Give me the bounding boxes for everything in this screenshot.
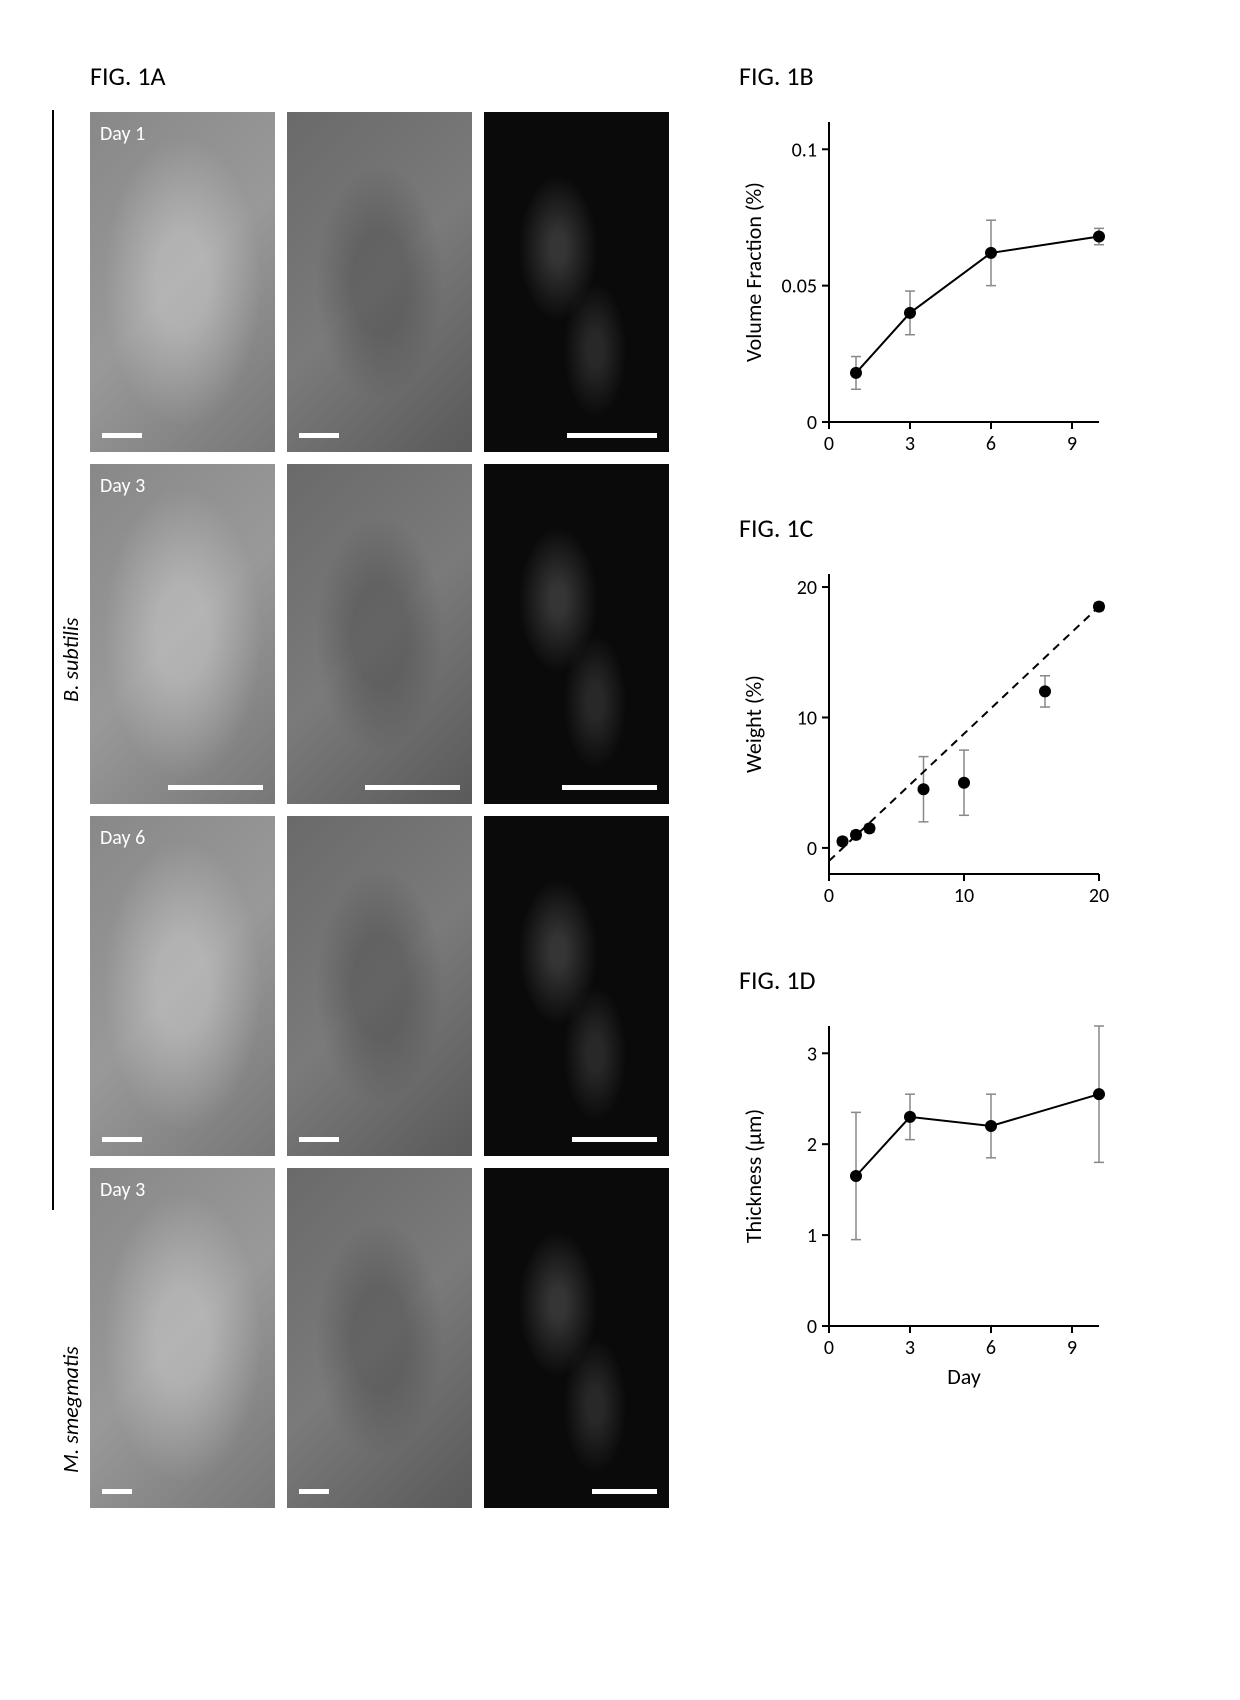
image-row: Day 6	[90, 816, 669, 1156]
svg-text:2: 2	[807, 1133, 817, 1157]
figure-1a-panel: B. subtilis M. smegmatis FIG. 1A Day 1 Da…	[50, 60, 669, 1590]
svg-text:Thickness (µm): Thickness (µm)	[740, 1109, 767, 1243]
svg-text:9: 9	[1067, 1336, 1077, 1360]
scale-bar	[562, 785, 657, 790]
chart-b-block: FIG. 1B 0 3 6 9 0 0.05 0.1 Volume Fraction (%)	[739, 60, 1119, 462]
svg-text:20: 20	[1089, 884, 1109, 908]
fig-1a-label: FIG. 1A	[90, 60, 669, 92]
svg-text:1: 1	[807, 1224, 817, 1248]
svg-text:Day: Day	[947, 1363, 981, 1390]
svg-text:3: 3	[905, 432, 915, 456]
svg-text:3: 3	[807, 1042, 817, 1066]
microscopy-image	[287, 1168, 472, 1508]
scale-bar	[299, 1489, 329, 1494]
svg-text:0: 0	[824, 1336, 834, 1360]
svg-text:0: 0	[824, 884, 834, 908]
svg-text:6: 6	[986, 432, 996, 456]
scale-bar	[365, 785, 460, 790]
svg-text:0: 0	[824, 432, 834, 456]
chart-b-svg: 0 3 6 9 0 0.05 0.1 Volume Fraction (%)	[739, 102, 1119, 462]
svg-text:Volume Fraction (%): Volume Fraction (%)	[740, 182, 767, 362]
scale-bar	[299, 1137, 339, 1142]
svg-text:10: 10	[797, 706, 817, 730]
microscopy-image	[484, 816, 669, 1156]
subtilis-row-label: B. subtilis	[57, 110, 84, 1210]
svg-text:6: 6	[986, 1336, 996, 1360]
microscopy-image: Day 6	[90, 816, 275, 1156]
chart-c-svg: 0 10 20 0 10 20 Weight (%)	[739, 554, 1119, 914]
image-grid: FIG. 1A Day 1 Day 3 Day 6 Day 3	[90, 60, 669, 1508]
scale-bar	[572, 1137, 657, 1142]
svg-text:0.05: 0.05	[782, 275, 817, 299]
subtilis-text: B. subtilis	[57, 618, 84, 703]
svg-text:3: 3	[905, 1336, 915, 1360]
scale-bar	[102, 1489, 132, 1494]
day-label: Day 1	[100, 122, 145, 146]
svg-text:20: 20	[797, 576, 817, 600]
svg-text:10: 10	[954, 884, 974, 908]
smegmatis-row-label: M. smegmatis	[57, 1230, 84, 1590]
day-label: Day 6	[100, 826, 145, 850]
microscopy-image	[287, 112, 472, 452]
microscopy-image	[484, 1168, 669, 1508]
image-row: Day 1	[90, 112, 669, 452]
figure-panel: B. subtilis M. smegmatis FIG. 1A Day 1 Da…	[0, 0, 1240, 1650]
chart-c-block: FIG. 1C 0 10 20 0 10 20 Weight (%)	[739, 512, 1119, 914]
microscopy-image	[484, 112, 669, 452]
svg-text:0: 0	[807, 1315, 817, 1339]
scale-bar	[168, 785, 263, 790]
scale-bar	[102, 1137, 142, 1142]
charts-panel: FIG. 1B 036900.050.1Volume Fraction (%) …	[739, 60, 1119, 1590]
image-row: Day 3	[90, 464, 669, 804]
chart-d-block: FIG. 1D 0 3 6 9 0 1 2 3 Thickness (µm) Day	[739, 964, 1119, 1406]
row-labels-column: B. subtilis M. smegmatis	[50, 60, 90, 1590]
fig-1c-label: FIG. 1C	[739, 512, 1119, 544]
fig-1d-label: FIG. 1D	[739, 964, 1119, 996]
image-row: Day 3	[90, 1168, 669, 1508]
microscopy-image	[484, 464, 669, 804]
scale-bar	[592, 1489, 657, 1494]
svg-text:0: 0	[807, 837, 817, 861]
scale-bar	[567, 433, 657, 438]
microscopy-image: Day 1	[90, 112, 275, 452]
day-label: Day 3	[100, 1178, 145, 1202]
svg-text:0: 0	[807, 411, 817, 435]
svg-text:0.1: 0.1	[792, 138, 817, 162]
microscopy-image	[287, 816, 472, 1156]
microscopy-image: Day 3	[90, 1168, 275, 1508]
scale-bar	[102, 433, 142, 438]
svg-text:9: 9	[1067, 432, 1077, 456]
microscopy-image: Day 3	[90, 464, 275, 804]
fig-1b-label: FIG. 1B	[739, 60, 1119, 92]
smegmatis-text: M. smegmatis	[57, 1347, 84, 1474]
scale-bar	[299, 433, 339, 438]
day-label: Day 3	[100, 474, 145, 498]
microscopy-image	[287, 464, 472, 804]
chart-d-svg: 0 3 6 9 0 1 2 3 Thickness (µm) Day	[739, 1006, 1119, 1406]
svg-text:Weight (%): Weight (%)	[740, 675, 767, 773]
